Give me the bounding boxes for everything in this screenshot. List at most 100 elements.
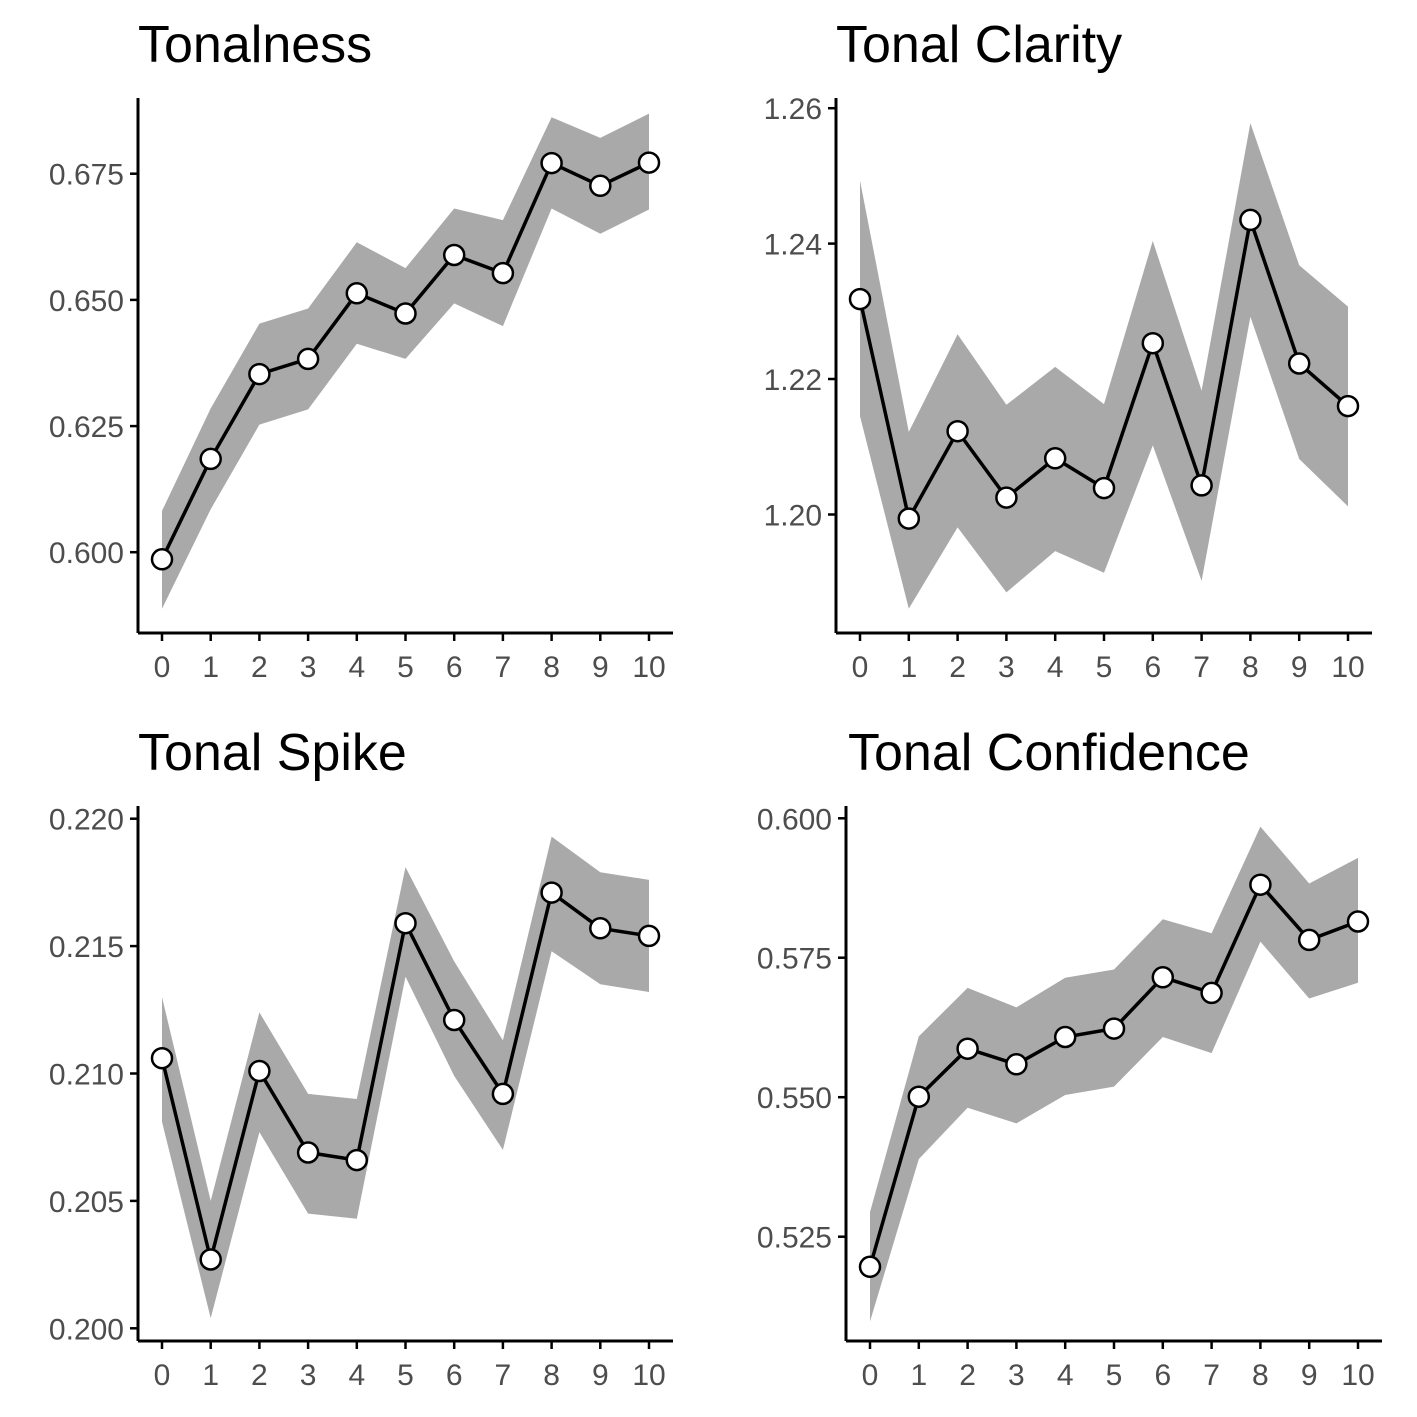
x-tick-label: 3 [300,1359,317,1392]
data-point [589,174,612,198]
x-tick-label: 6 [446,1359,463,1392]
data-point [637,151,661,174]
panel-title: Tonal Clarity [836,16,1122,74]
x-tick-label: 1 [900,651,917,684]
data-point [1336,394,1360,418]
confidence-band [870,826,1358,1322]
x-tick-label: 2 [251,1359,268,1392]
data-point [995,486,1018,509]
data-point [1297,928,1321,952]
x-tick-label: 5 [1096,651,1113,684]
data-point [1043,447,1067,470]
x-tick-label: 3 [1008,1359,1025,1392]
x-tick-label: 10 [632,651,665,684]
x-tick-label: 10 [1341,1359,1374,1392]
x-tick-label: 9 [1291,651,1308,684]
panel-title: Tonal Spike [138,724,407,782]
y-tick-label: 0.210 [49,1059,124,1092]
x-tick-label: 7 [495,651,512,684]
x-tick-label: 6 [1154,1359,1171,1392]
x-tick-label: 5 [397,651,414,684]
data-point [540,151,563,175]
data-point [345,1148,369,1172]
x-tick-label: 9 [1301,1359,1318,1392]
data-point [394,302,417,325]
x-tick-label: 4 [1057,1359,1074,1392]
data-point [248,1059,271,1083]
data-point [907,1085,931,1108]
data-point [296,347,320,371]
data-point [150,548,174,571]
x-tick-label: 8 [1242,651,1259,684]
panel-title: Tonalness [138,16,372,74]
data-point [394,911,417,935]
x-tick-label: 1 [202,651,219,684]
x-tick-label: 6 [446,651,463,684]
confidence-band [860,123,1348,609]
x-tick-label: 5 [397,1359,414,1392]
x-tick-label: 8 [543,1359,560,1392]
y-tick-label: 0.575 [757,943,832,976]
data-point [296,1141,320,1164]
data-point [848,287,872,311]
data-point [1102,1017,1126,1040]
data-point [858,1255,882,1279]
data-point [491,1082,515,1106]
data-point [1141,331,1165,355]
data-point [1151,966,1175,989]
x-tick-label: 8 [1252,1359,1269,1392]
panel-title: Tonal Confidence [848,724,1250,782]
y-tick-label: 1.24 [764,229,822,262]
y-tick-label: 0.205 [49,1186,124,1219]
data-point [1346,910,1370,933]
y-tick-label: 0.525 [757,1222,832,1255]
x-tick-label: 0 [852,651,869,684]
data-point [956,1037,979,1060]
x-tick-label: 0 [154,651,171,684]
x-tick-label: 3 [300,651,317,684]
x-tick-label: 2 [251,651,268,684]
x-tick-label: 0 [154,1359,171,1392]
data-point [1249,873,1272,896]
panel-tonal-spike: Tonal Spike 0.200 0.205 0.210 0.215 0.220 0 1 2… [49,724,673,1392]
panel-tonal-confidence: Tonal Confidence 0.525 0.550 0.575 0.600 0 1 2… [757,724,1382,1392]
confidence-band [162,836,649,1319]
x-tick-label: 5 [1106,1359,1123,1392]
y-tick-label: 1.20 [764,500,822,533]
data-point [897,507,921,530]
x-tick-label: 2 [959,1359,976,1392]
y-tick-label: 0.650 [49,285,124,318]
x-tick-label: 7 [495,1359,512,1392]
panel-tonalness: Tonalness 0.600 0.625 0.650 0.675 0 1 2 3 4 5 6 7 8 9… [49,16,673,684]
data-point [199,1248,222,1271]
y-tick-label: 1.22 [764,364,822,397]
x-tick-label: 10 [632,1359,665,1392]
x-tick-label: 9 [592,651,609,684]
data-point [199,447,222,471]
data-point [442,1008,466,1032]
data-point [345,282,369,305]
y-tick-label: 0.550 [757,1082,832,1115]
data-point [491,261,515,285]
x-tick-label: 1 [910,1359,927,1392]
y-tick-label: 0.600 [49,537,124,570]
x-tick-label: 0 [862,1359,879,1392]
x-tick-label: 8 [543,651,560,684]
data-point [540,881,563,904]
data-point [1239,208,1262,232]
x-tick-label: 6 [1144,651,1161,684]
data-point [1200,981,1223,1005]
x-tick-label: 4 [348,651,365,684]
x-tick-label: 2 [949,651,966,684]
x-tick-label: 9 [592,1359,609,1392]
panel-tonal-clarity: Tonal Clarity 1.20 1.22 1.24 1.26 0 1 2 3 4 5 6 7 8 9… [764,16,1372,684]
y-tick-label: 0.625 [49,411,124,444]
x-tick-label: 7 [1193,651,1210,684]
data-point [1053,1025,1077,1049]
data-point [589,917,612,940]
y-tick-label: 1.26 [764,93,822,126]
x-tick-label: 3 [998,651,1015,684]
x-tick-label: 1 [202,1359,219,1392]
x-tick-label: 7 [1203,1359,1220,1392]
